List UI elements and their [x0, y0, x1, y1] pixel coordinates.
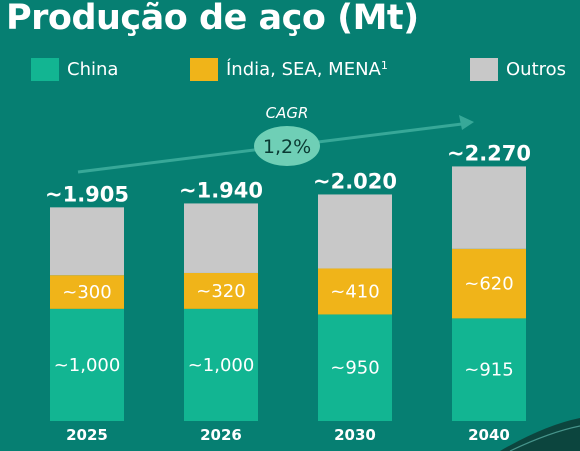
decorative-corner-swirl-line [509, 425, 580, 451]
legend-swatch-china [31, 57, 59, 81]
bar-value-label: ~1,000 [54, 355, 121, 376]
bar-total-label: ~2.270 [447, 141, 531, 165]
bar-value-label: ~300 [62, 282, 111, 303]
bar-segment-outros-2026 [184, 203, 258, 273]
x-tick-label: 2030 [334, 426, 376, 444]
legend-label-china: China [67, 58, 119, 80]
bar-segment-china-2040 [452, 318, 526, 421]
legend-label-outros: Outros [506, 58, 567, 80]
bar-value-label: ~950 [330, 358, 379, 379]
cagr-badge [254, 126, 320, 166]
bar-value-label: ~410 [330, 281, 379, 302]
bar-segment--ndia-sea-mena-2026 [184, 272, 258, 309]
decorative-corner-swirl [500, 418, 580, 451]
legend-swatch-india-sea-mena [190, 57, 218, 81]
bar-segment--ndia-sea-mena-2040 [452, 248, 526, 319]
x-tick-label: 2026 [200, 426, 242, 444]
legend-swatch-outros [470, 57, 498, 81]
legend-label-india-sea-mena: Índia, SEA, MENA1 [226, 58, 388, 80]
chart-title: Produção de aço (Mt) [6, 0, 419, 38]
bar-segment--ndia-sea-mena-2030 [318, 268, 392, 315]
bar-value-label: ~915 [464, 360, 513, 381]
bar-total-label: ~1.940 [179, 178, 263, 202]
x-tick-label: 2025 [66, 426, 108, 444]
bar-segment-outros-2025 [50, 207, 124, 276]
bar-total-label: ~1.905 [45, 182, 129, 206]
bar-total-label: ~2.020 [313, 169, 397, 193]
bar-value-label: ~620 [464, 274, 513, 295]
bar-value-label: ~1,000 [188, 355, 255, 376]
bar-segment-china-2025 [50, 308, 124, 421]
cagr-label: CAGR [266, 104, 309, 122]
bar-segment--ndia-sea-mena-2025 [50, 275, 124, 309]
legend-footnote-marker: 1 [380, 58, 388, 72]
cagr-trend-arrowhead [459, 115, 474, 130]
bars-layer: ~1,000 ~300 ~1.905 2025 ~1,000 ~320 ~1.940 2026… [45, 141, 531, 444]
legend-item-outros: Outros [470, 56, 566, 82]
bar-value-label: ~320 [196, 281, 245, 302]
bar-segment-outros-2040 [452, 166, 526, 249]
bar-segment-outros-2030 [318, 194, 392, 269]
x-tick-label: 2040 [468, 426, 510, 444]
legend-item-china: China [31, 56, 118, 82]
cagr-value: 1,2% [263, 136, 311, 158]
bar-segment-china-2030 [318, 314, 392, 421]
bar-segment-china-2026 [184, 308, 258, 421]
legend-item-india-sea-mena: Índia, SEA, MENA1 [190, 56, 388, 82]
